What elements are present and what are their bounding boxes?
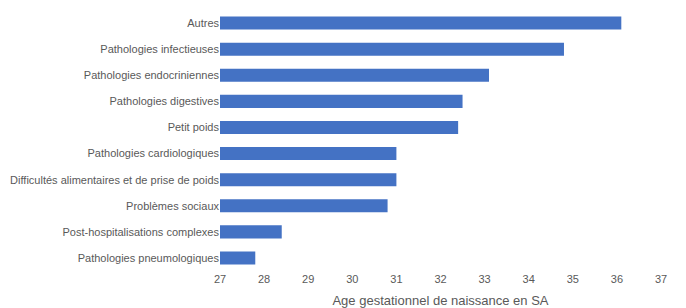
svg-text:32: 32 [434, 273, 446, 285]
svg-text:Pathologies pneumologiques: Pathologies pneumologiques [78, 252, 220, 264]
svg-text:37: 37 [655, 273, 667, 285]
svg-text:35: 35 [567, 273, 579, 285]
svg-text:34: 34 [523, 273, 535, 285]
svg-text:33: 33 [478, 273, 490, 285]
svg-text:Petit poids: Petit poids [168, 121, 220, 133]
svg-text:28: 28 [258, 273, 270, 285]
svg-text:36: 36 [611, 273, 623, 285]
svg-text:30: 30 [346, 273, 358, 285]
svg-text:Post-hospitalisations complexe: Post-hospitalisations complexes [62, 226, 219, 238]
svg-text:27: 27 [214, 273, 226, 285]
svg-text:Pathologies cardiologiques: Pathologies cardiologiques [88, 147, 220, 159]
svg-text:Pathologies infectieuses: Pathologies infectieuses [100, 43, 219, 55]
svg-text:29: 29 [302, 273, 314, 285]
svg-text:Difficultés alimentaires et de: Difficultés alimentaires et de prise de … [10, 174, 219, 186]
svg-text:Problèmes sociaux: Problèmes sociaux [126, 200, 219, 212]
svg-text:Age gestationnel de naissance: Age gestationnel de naissance en SA [332, 293, 548, 308]
svg-text:31: 31 [390, 273, 402, 285]
svg-text:Autres: Autres [187, 17, 219, 29]
svg-text:Pathologies endocriniennes: Pathologies endocriniennes [84, 69, 220, 81]
svg-text:Pathologies digestives: Pathologies digestives [110, 95, 220, 107]
